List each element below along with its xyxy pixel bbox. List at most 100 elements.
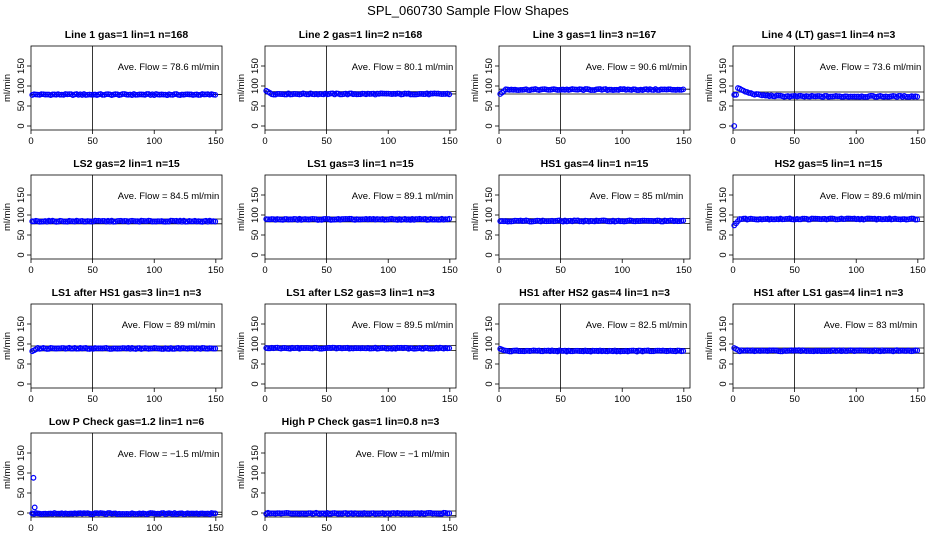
data-point (29, 218, 36, 225)
y-axis-label: ml/min (236, 74, 247, 102)
data-point (777, 348, 784, 355)
x-tick-label: 150 (208, 265, 224, 276)
data-point (203, 345, 209, 352)
y-axis-label: ml/min (2, 203, 13, 231)
data-point (858, 347, 865, 354)
data-point (143, 91, 150, 97)
data-point (440, 509, 447, 516)
data-point (665, 86, 672, 93)
x-tick-label: 100 (614, 136, 630, 147)
data-point (912, 216, 919, 223)
data-point (328, 90, 334, 97)
y-axis-label: ml/min (704, 74, 715, 102)
data-point (733, 91, 739, 98)
data-point (44, 91, 50, 98)
data-point (125, 511, 132, 517)
y-tick-label: 0 (250, 381, 261, 386)
panel-title: LS2 gas=2 lin=1 n=15 (73, 158, 180, 170)
data-series (263, 509, 453, 517)
data-point (53, 510, 60, 517)
y-tick-label: 100 (718, 207, 729, 223)
y-tick-label: 100 (484, 207, 495, 223)
data-point (339, 216, 345, 222)
data-point (680, 348, 687, 354)
x-tick-label: 50 (87, 523, 98, 534)
panel-title: Line 2 gas=1 lin=2 n=168 (299, 29, 423, 41)
data-point (842, 348, 849, 354)
data-point (914, 216, 921, 223)
data-point (844, 215, 850, 222)
x-tick-label: 150 (910, 394, 926, 405)
x-tick-label: 150 (442, 394, 458, 405)
y-tick-label: 100 (16, 207, 27, 223)
data-point (66, 91, 73, 98)
data-point (645, 217, 652, 224)
y-tick-label: 150 (250, 316, 261, 332)
data-point (680, 86, 687, 93)
data-point (342, 216, 349, 222)
data-point (864, 215, 871, 222)
data-point (821, 92, 828, 99)
data-point (446, 510, 453, 517)
x-tick-label: 0 (496, 265, 501, 276)
plot-frame (30, 45, 223, 131)
data-point (201, 510, 208, 517)
plot-frame (30, 174, 223, 260)
y-axis-label: ml/min (236, 203, 247, 231)
y-tick-label: 0 (16, 252, 27, 257)
data-point (545, 86, 552, 93)
data-series (263, 344, 453, 352)
y-tick-label: 150 (718, 316, 729, 332)
data-point (407, 91, 414, 98)
x-tick-label: 150 (442, 136, 458, 147)
data-point (303, 91, 310, 98)
data-point (44, 346, 50, 352)
y-tick-label: 0 (16, 381, 27, 386)
x-tick-label: 0 (496, 394, 501, 405)
data-point (667, 217, 674, 224)
x-tick-label: 0 (730, 265, 735, 276)
data-point (821, 348, 828, 354)
ave-flow-annotation: Ave. Flow = 85 ml/min (590, 191, 684, 202)
y-axis-label: ml/min (470, 74, 481, 102)
data-point (606, 218, 613, 225)
ave-flow-annotation: Ave. Flow = 89.1 ml/min (352, 191, 453, 202)
y-tick-label: 0 (484, 252, 495, 257)
panel-1: Line 1 gas=1 lin=1 n=168 0 50 100 150 0 50 100 1… (2, 29, 224, 147)
y-tick-label: 0 (718, 381, 729, 386)
data-series (731, 215, 921, 229)
data-point (274, 91, 281, 97)
data-point (274, 510, 281, 517)
y-tick-label: 0 (484, 381, 495, 386)
data-point (446, 215, 453, 222)
y-tick-label: 50 (16, 488, 27, 499)
data-point (820, 348, 826, 354)
data-point (595, 86, 602, 93)
panel-title: LS1 after HS1 gas=3 lin=1 n=3 (52, 287, 202, 299)
data-point (582, 86, 589, 92)
data-point (526, 218, 533, 225)
data-point (110, 345, 117, 352)
data-point (212, 91, 219, 98)
x-tick-label: 150 (676, 394, 692, 405)
data-point (827, 215, 834, 222)
data-point (425, 510, 432, 516)
x-tick-label: 100 (380, 394, 396, 405)
y-axis-label: ml/min (470, 203, 481, 231)
ave-flow-annotation: Ave. Flow = 82.5 ml/min (586, 320, 687, 331)
panel-title: HS2 gas=5 lin=1 n=15 (775, 158, 883, 170)
data-point (416, 91, 423, 97)
data-point (731, 91, 738, 98)
ave-flow-annotation: Ave. Flow = 80.1 ml/min (352, 62, 453, 73)
data-point (647, 217, 653, 224)
panel-title: LS1 after LS2 gas=3 lin=1 n=3 (286, 287, 435, 299)
x-tick-label: 50 (789, 394, 800, 405)
data-point (278, 91, 284, 98)
data-point (799, 215, 806, 222)
figure-title: SPL_060730 Sample Flow Shapes (367, 3, 569, 18)
data-point (340, 345, 347, 351)
ave-flow-annotation: Ave. Flow = 89.5 ml/min (352, 320, 453, 331)
data-point (554, 87, 561, 93)
data-point (311, 344, 318, 351)
data-point (136, 91, 143, 98)
